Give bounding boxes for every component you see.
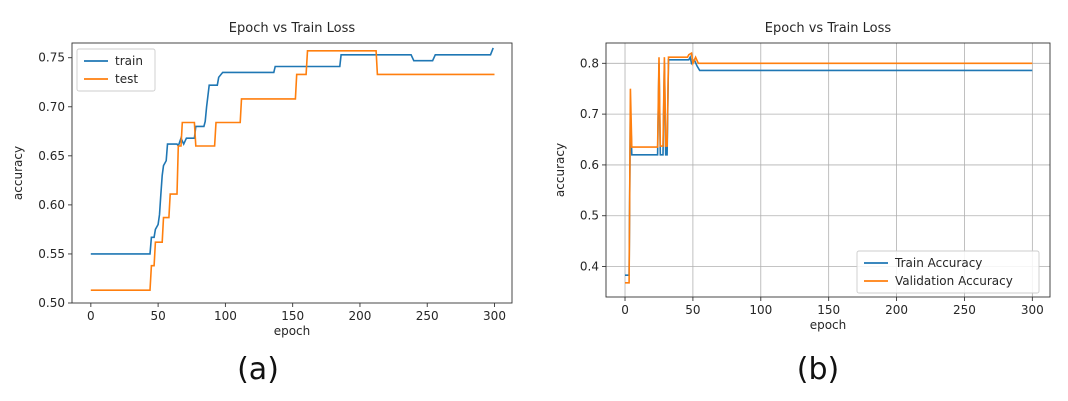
x-tick-label: 200 <box>885 303 908 317</box>
x-tick-label: 50 <box>150 309 165 323</box>
x-tick-label: 50 <box>685 303 700 317</box>
plot-frame <box>71 42 513 304</box>
y-tick-label: 0.50 <box>38 296 65 310</box>
caption-a: (a) <box>237 352 279 387</box>
y-tick-label: 0.70 <box>38 100 65 114</box>
legend-label: train <box>115 54 143 68</box>
series-line-second <box>90 50 495 291</box>
x-tick-label: 300 <box>483 309 506 323</box>
chart-panel-b: 0 50 100 150 200 250 300 0.4 0.5 0.6 0.7 0.8 Epoch v… <box>534 0 1068 401</box>
chart-title: Epoch vs Train Loss <box>765 21 892 36</box>
y-tick-label: 0.60 <box>38 198 65 212</box>
y-tick-label: 0.6 <box>580 158 599 172</box>
legend-box <box>76 48 156 92</box>
legend-box <box>856 250 1040 294</box>
y-tick-label: 0.7 <box>580 107 599 121</box>
legend-label: test <box>115 72 138 86</box>
x-tick-label: 0 <box>621 303 629 317</box>
chart-b: 0 50 100 150 200 250 300 0.4 0.5 0.6 0.7 0.8 Epoch v… <box>553 21 1051 332</box>
x-tick-label: 250 <box>416 309 439 323</box>
plot-frame <box>605 42 1051 298</box>
x-tick-label: 250 <box>953 303 976 317</box>
chart-title: Epoch vs Train Loss <box>229 21 356 36</box>
y-tick-label: 0.8 <box>580 56 599 70</box>
y-tick-label: 0.5 <box>580 209 599 223</box>
y-tick-label: 0.4 <box>580 260 599 274</box>
y-tick-label: 0.55 <box>38 247 65 261</box>
chart-panel-a: 0 50 100 150 200 250 300 0.50 0.55 0.60 0.65 0.70 0.… <box>11 21 513 387</box>
y-tick-label: 0.65 <box>38 149 65 163</box>
chart-a: 0 50 100 150 200 250 300 0.50 0.55 0.60 0.65 0.70 0.… <box>11 21 513 338</box>
x-tick-label: 0 <box>87 309 95 323</box>
x-axis-label: epoch <box>810 318 847 332</box>
x-tick-label: 100 <box>214 309 237 323</box>
legend-label: Train Accuracy <box>894 256 982 270</box>
x-tick-label: 200 <box>348 309 371 323</box>
x-axis-label: epoch <box>274 324 311 338</box>
x-tick-label: 150 <box>281 309 304 323</box>
caption-b: (b) <box>796 352 840 387</box>
y-axis-label: accuracy <box>553 143 567 197</box>
x-tick-label: 150 <box>817 303 840 317</box>
y-tick-label: 0.75 <box>38 51 65 65</box>
y-axis-label: accuracy <box>11 146 25 200</box>
x-tick-label: 300 <box>1021 303 1044 317</box>
x-tick-label: 100 <box>749 303 772 317</box>
legend-label: Validation Accuracy <box>895 274 1013 288</box>
series-line-second <box>625 51 1033 284</box>
